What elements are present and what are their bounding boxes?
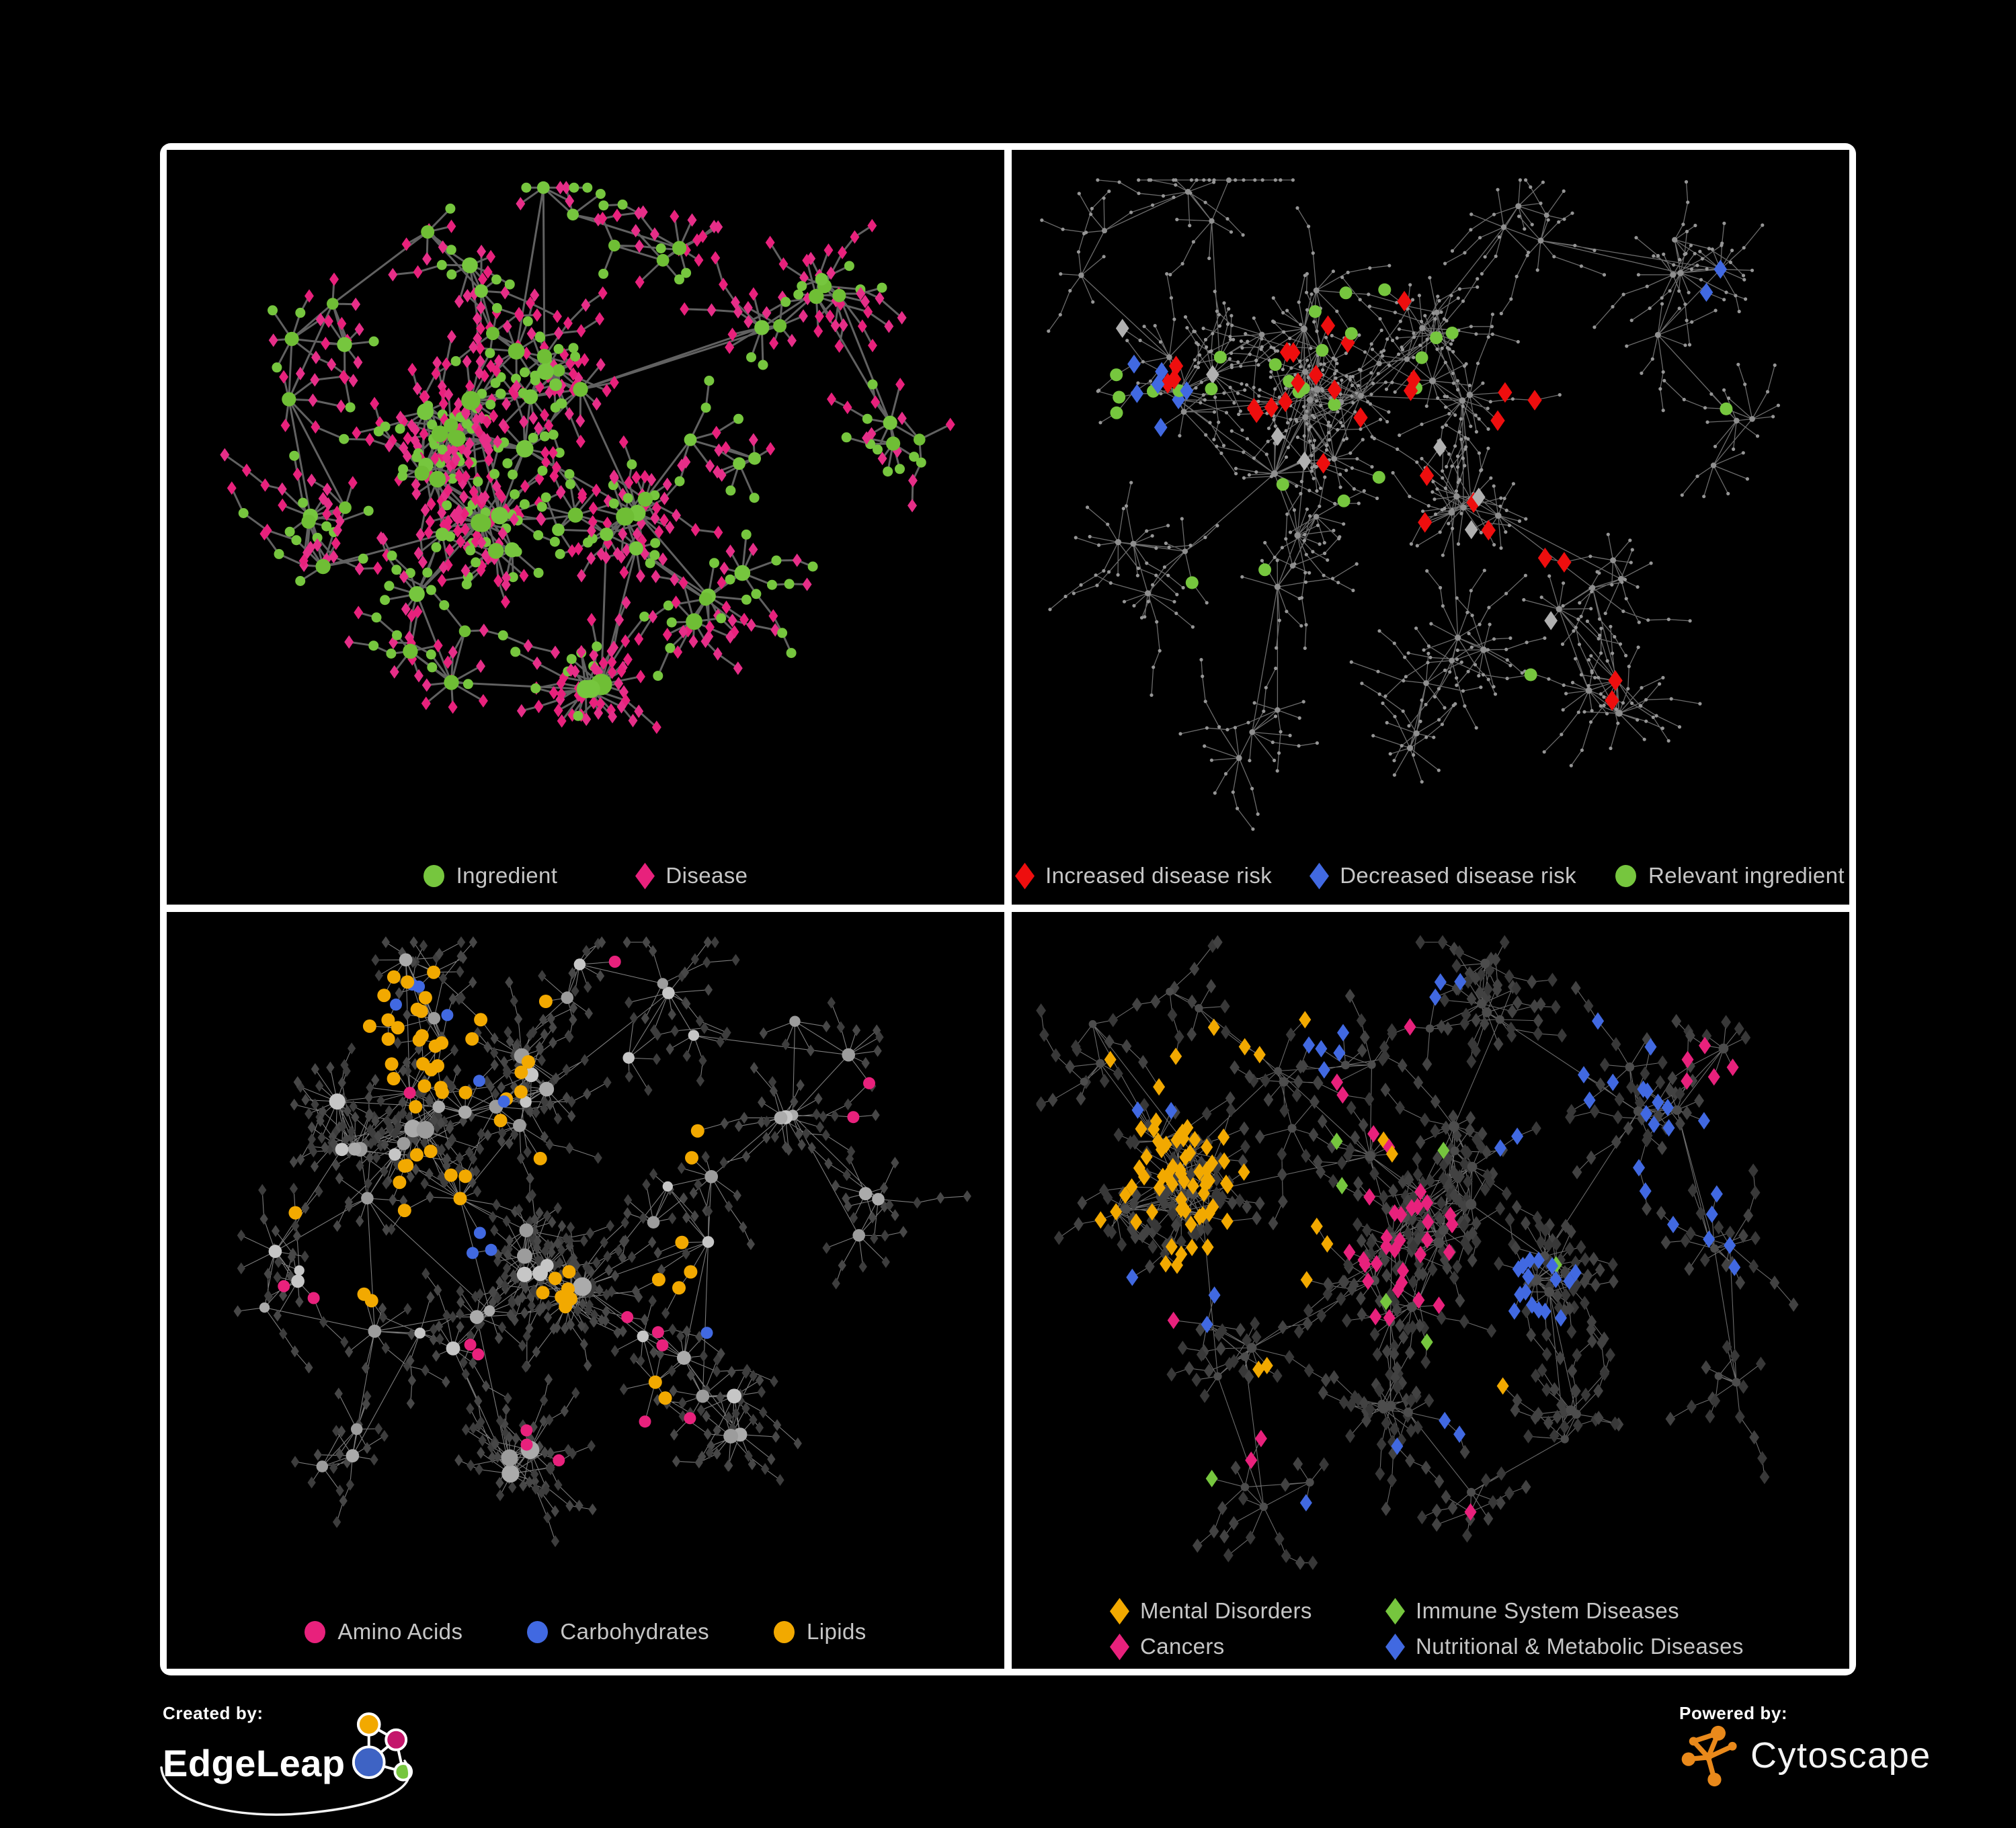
circle-swatch-icon — [1615, 864, 1636, 887]
legend-item: Carbohydrates — [527, 1619, 709, 1645]
created-by-label: Created by: — [163, 1703, 264, 1723]
diamond-swatch-icon — [1309, 862, 1330, 889]
legend-label: Lipids — [807, 1619, 866, 1644]
diamond-swatch-icon — [1385, 1633, 1405, 1660]
cytoscape-wordmark: Cytoscape — [1750, 1735, 1931, 1776]
diamond-swatch-icon — [1110, 1597, 1129, 1624]
legend-label: Immune System Diseases — [1416, 1598, 1680, 1623]
legend-label: Increased disease risk — [1045, 863, 1273, 888]
legend-item: Decreased disease risk — [1309, 862, 1576, 889]
legend-item: Immune System Diseases — [1385, 1597, 1680, 1624]
diamond-swatch-icon — [1110, 1633, 1129, 1660]
legend-item: Disease — [635, 862, 748, 889]
powered-by-label: Powered by: — [1679, 1703, 1788, 1723]
panel-nutrient-classes: Amino Acids Carbohydrates Lipids — [167, 912, 1004, 1669]
edgeleap-node-green — [393, 1761, 413, 1782]
legend-item: Cancers — [1110, 1633, 1225, 1660]
network-disease-risk — [1040, 177, 1780, 831]
panel-grid: Ingredient Disease Increased disease risk… — [160, 143, 1856, 1675]
edgeleap-node-pink — [384, 1728, 407, 1751]
panel-ingredient-disease: Ingredient Disease — [167, 150, 1004, 905]
powered-by-brand: Powered by: Cytoscape — [1679, 1703, 1931, 1787]
legend-label: Disease — [666, 863, 748, 888]
legend-label: Mental Disorders — [1140, 1598, 1312, 1623]
legend-label: Carbohydrates — [560, 1619, 709, 1644]
circle-swatch-icon — [774, 1620, 795, 1643]
legend-label: Decreased disease risk — [1340, 863, 1576, 888]
legend-label: Amino Acids — [337, 1619, 463, 1644]
edgeleap-wordmark: EdgeLeap — [163, 1741, 346, 1784]
legend-item: Ingredient — [423, 863, 558, 888]
legend-label: Ingredient — [456, 863, 558, 888]
legend-label: Nutritional & Metabolic Diseases — [1416, 1634, 1744, 1659]
legend-item: Increased disease risk — [1015, 862, 1273, 889]
legend-ingredient-disease: Ingredient Disease — [167, 862, 1004, 889]
network-nutrient-classes — [233, 936, 971, 1548]
legend-item: Amino Acids — [305, 1619, 462, 1645]
network-disease-classes — [1036, 935, 1799, 1570]
cytoscape-logo-icon — [1681, 1725, 1737, 1787]
edgeleap-node-orange — [356, 1712, 381, 1737]
legend-disease-risk: Increased disease risk Decreased disease … — [1012, 862, 1849, 889]
panel-disease-risk: Increased disease risk Decreased disease … — [1012, 150, 1849, 905]
legend-item: Mental Disorders — [1110, 1597, 1312, 1624]
network-ingredient-disease — [220, 181, 955, 735]
circle-swatch-icon — [305, 1620, 326, 1643]
diamond-swatch-icon — [1385, 1597, 1405, 1624]
legend-nutrient-classes: Amino Acids Carbohydrates Lipids — [167, 1619, 1004, 1645]
legend-item: Nutritional & Metabolic Diseases — [1385, 1633, 1744, 1660]
circle-swatch-icon — [423, 864, 444, 887]
panel-disease-classes: Mental Disorders Immune System Diseases Ca… — [1012, 912, 1849, 1669]
circle-swatch-icon — [527, 1620, 549, 1643]
edgeleap-logo-icon — [352, 1712, 413, 1782]
legend-label: Relevant ingredient — [1648, 863, 1845, 888]
created-by-brand: Created by: EdgeLeap — [160, 1703, 432, 1816]
legend-item: Lipids — [774, 1619, 866, 1645]
legend-label: Cancers — [1140, 1634, 1225, 1659]
edgeleap-node-blue — [352, 1745, 386, 1780]
legend-disease-classes: Mental Disorders Immune System Diseases Ca… — [1012, 1597, 1849, 1660]
diamond-swatch-icon — [1015, 862, 1035, 889]
diamond-swatch-icon — [635, 862, 655, 889]
legend-item: Relevant ingredient — [1615, 863, 1845, 888]
